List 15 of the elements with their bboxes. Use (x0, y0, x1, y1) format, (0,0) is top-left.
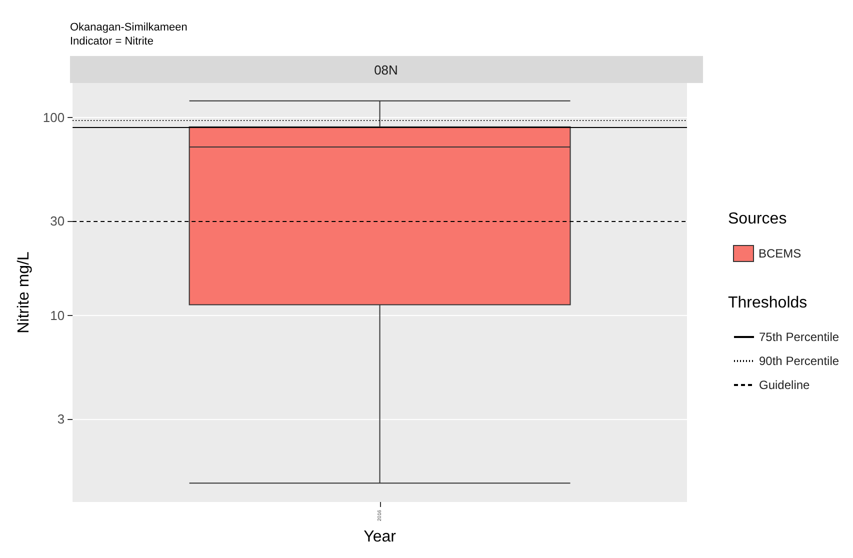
legend-label: 90th Percentile (759, 354, 840, 368)
y-tick-label: 10 (50, 308, 65, 323)
chart-title: Okanagan-Similkameen (70, 22, 188, 34)
y-axis-title: Nitrite mg/L (16, 251, 32, 334)
text: Thresholds (728, 294, 808, 312)
y-tick-label: 3 (57, 411, 65, 426)
legend-title: Sources (728, 210, 787, 228)
legend-label: Guideline (759, 378, 810, 392)
legend-label: BCEMS (758, 246, 802, 260)
x-axis-title: Year (364, 528, 397, 546)
y-tick-label: 100 (42, 110, 65, 125)
chart-subtitle: Indicator = Nitrite (70, 36, 154, 48)
legend-label: 75th Percentile (759, 330, 840, 344)
y-tick-label: 30 (50, 213, 65, 228)
text: 08N (374, 62, 398, 78)
